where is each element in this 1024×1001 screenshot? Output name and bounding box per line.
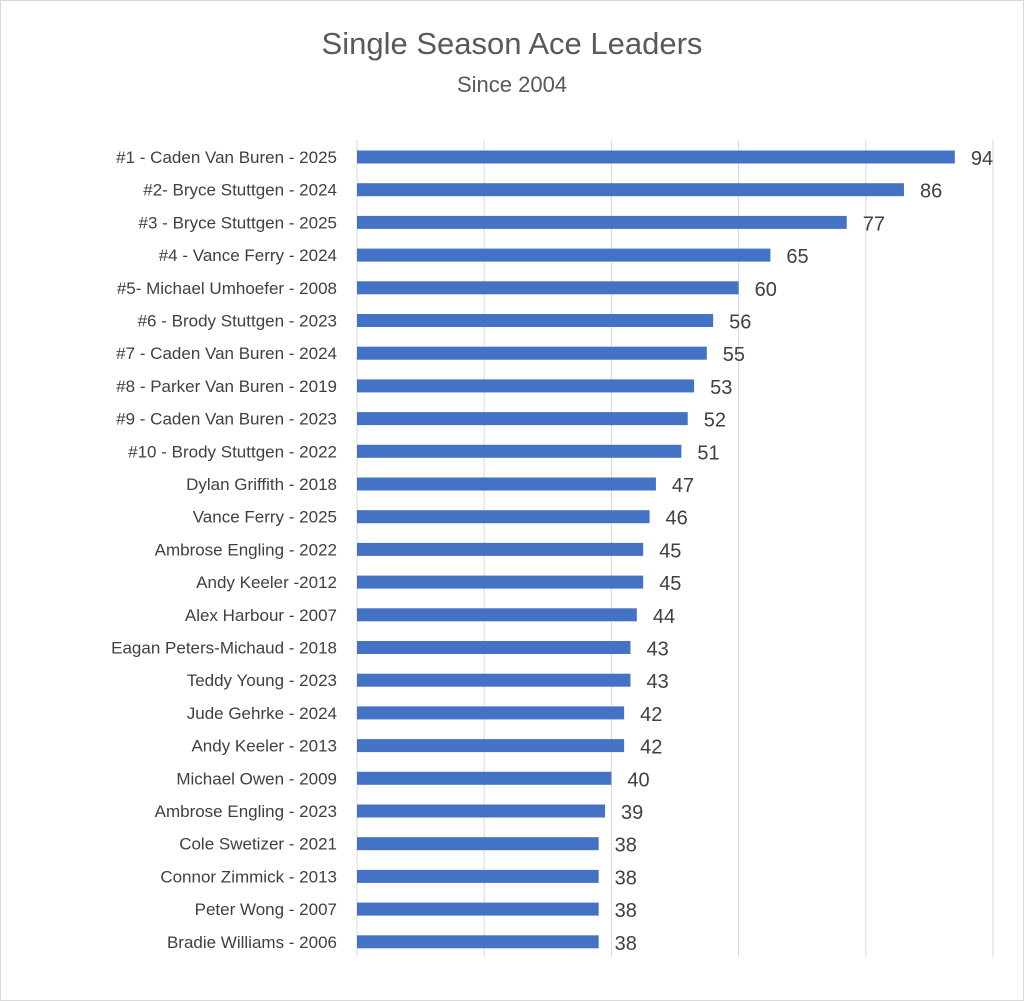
category-label: #5- Michael Umhoefer - 2008	[117, 279, 337, 298]
data-label: 42	[640, 704, 662, 726]
bar	[357, 935, 599, 949]
bar	[357, 248, 771, 262]
category-label: Dylan Griffith - 2018	[186, 475, 337, 494]
category-label: Teddy Young - 2023	[187, 671, 337, 690]
bar	[357, 281, 739, 295]
data-label: 52	[704, 410, 726, 432]
bar	[357, 575, 644, 589]
data-label: 56	[729, 312, 751, 334]
category-label: Ambrose Engling - 2023	[155, 802, 337, 821]
category-label: Alex Harbour - 2007	[185, 606, 337, 625]
bar	[357, 902, 599, 916]
data-label: 43	[646, 671, 668, 693]
data-label: 42	[640, 737, 662, 759]
category-label: Jude Gehrke - 2024	[187, 704, 337, 723]
bar	[357, 379, 695, 393]
category-label: Bradie Williams - 2006	[167, 933, 337, 952]
category-label: #2- Bryce Stuttgen - 2024	[143, 181, 337, 200]
bar	[357, 150, 955, 164]
bar	[357, 837, 599, 851]
bar	[357, 215, 847, 229]
bar	[357, 804, 606, 818]
data-label: 77	[863, 213, 885, 235]
data-label: 94	[971, 148, 993, 170]
data-label: 38	[615, 835, 637, 857]
chart-subtitle: Since 2004	[456, 72, 568, 97]
category-label: #7 - Caden Van Buren - 2024	[116, 344, 337, 363]
data-label: 55	[723, 344, 745, 366]
category-label: #3 - Bryce Stuttgen - 2025	[139, 213, 337, 232]
category-label: Eagan Peters-Michaud - 2018	[111, 639, 337, 658]
bars	[357, 150, 955, 949]
bar	[357, 510, 650, 524]
category-label: Ambrose Engling - 2022	[155, 540, 337, 559]
category-label: Michael Owen - 2009	[176, 769, 337, 788]
category-label: #1 - Caden Van Buren - 2025	[116, 148, 337, 167]
bar	[357, 641, 631, 654]
category-label: #4 - Vance Ferry - 2024	[159, 246, 337, 265]
data-label: 39	[621, 802, 643, 824]
category-label: Peter Wong - 2007	[195, 900, 337, 919]
data-label: 46	[666, 508, 688, 530]
category-label: Connor Zimmick - 2013	[160, 867, 337, 886]
data-label: 38	[615, 867, 637, 889]
data-label: 43	[646, 639, 668, 661]
data-label: 44	[653, 606, 675, 628]
data-label: 53	[710, 377, 732, 399]
data-label: 38	[615, 933, 637, 955]
category-label: #9 - Caden Van Buren - 2023	[116, 410, 337, 429]
bar	[357, 608, 637, 622]
data-label: 60	[755, 279, 777, 301]
data-label: 47	[672, 475, 694, 497]
category-label: Cole Swetizer - 2021	[179, 835, 337, 854]
bar	[357, 542, 644, 556]
category-label: Andy Keeler -2012	[196, 573, 337, 592]
data-label: 38	[615, 900, 637, 922]
bar	[357, 771, 612, 785]
bar	[357, 673, 631, 687]
bar	[357, 477, 656, 491]
category-label: Vance Ferry - 2025	[193, 508, 337, 527]
bar	[357, 183, 904, 197]
data-label: 51	[697, 442, 719, 464]
data-label: 65	[786, 246, 808, 268]
category-label: Andy Keeler - 2013	[191, 737, 337, 756]
data-label: 86	[920, 181, 942, 203]
category-label: #6 - Brody Stuttgen - 2023	[138, 312, 337, 331]
labels: #1 - Caden Van Buren - 2025 94 #2- Bryce S…	[111, 148, 993, 955]
bar	[357, 739, 625, 753]
data-label: 45	[659, 573, 681, 595]
data-label: 45	[659, 540, 681, 562]
category-label: #8 - Parker Van Buren - 2019	[116, 377, 337, 396]
bar	[357, 706, 625, 720]
bar	[357, 444, 682, 458]
bar	[357, 869, 599, 883]
data-label: 40	[627, 769, 649, 791]
category-label: #10 - Brody Stuttgen - 2022	[128, 442, 337, 461]
bar	[357, 314, 714, 327]
chart-title: Single Season Ace Leaders	[321, 26, 703, 61]
bar	[357, 412, 688, 426]
bar	[357, 346, 707, 360]
